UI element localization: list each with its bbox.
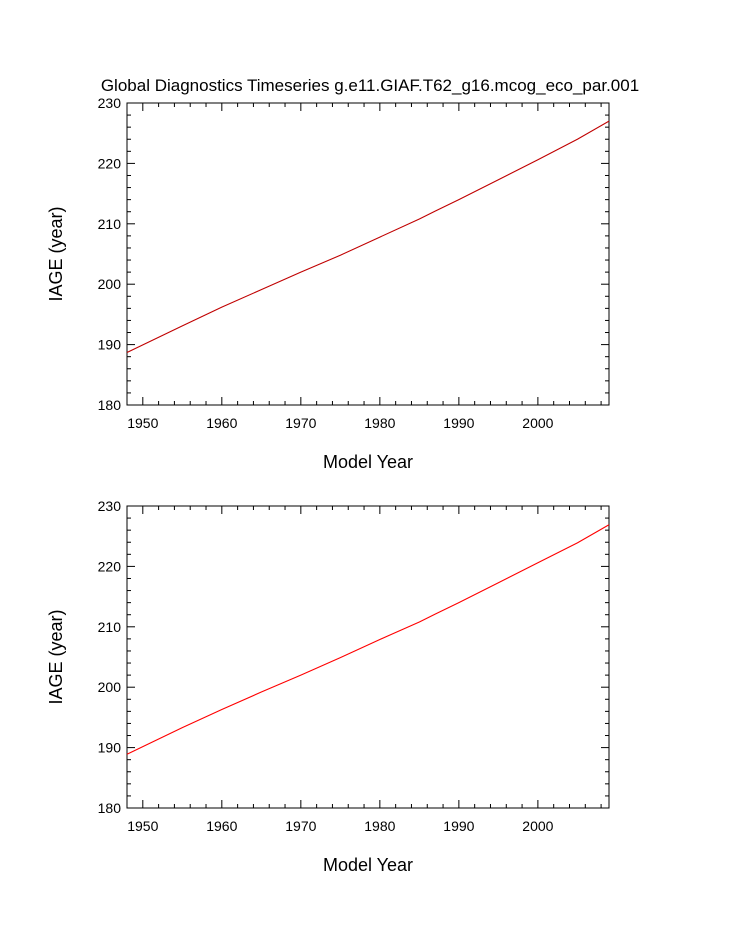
x-tick-label: 1960 xyxy=(206,415,237,431)
x-axis-label: Model Year xyxy=(323,452,413,472)
y-tick-label: 200 xyxy=(98,679,122,695)
x-tick-label: 2000 xyxy=(522,415,553,431)
y-tick-label: 210 xyxy=(98,619,122,635)
series-line xyxy=(126,120,610,353)
x-tick-label: 1950 xyxy=(127,818,158,834)
chart-title: Global Diagnostics Timeseries g.e11.GIAF… xyxy=(101,76,639,95)
bottom-chart-panel: 1950 1960 1970 1980 1990 2000 180 190 200 210 220 2… xyxy=(46,498,610,875)
x-tick-label: 1980 xyxy=(364,415,395,431)
y-tick-label: 190 xyxy=(98,337,122,353)
y-tick-label: 230 xyxy=(98,498,122,514)
top-chart-panel: 1950 1960 1970 1980 1990 2000 180 190 200 210 220 2… xyxy=(46,95,610,472)
y-axis-label: IAGE (year) xyxy=(46,609,66,704)
x-axis-label: Model Year xyxy=(323,855,413,875)
x-tick-label: 1970 xyxy=(285,818,316,834)
x-tick-label: 1970 xyxy=(285,415,316,431)
x-tick-label: 1960 xyxy=(206,818,237,834)
y-tick-label: 230 xyxy=(98,95,122,111)
x-tick-label: 1950 xyxy=(127,415,158,431)
y-tick-label: 190 xyxy=(98,740,122,756)
y-tick-label: 180 xyxy=(98,800,122,816)
plot-frame xyxy=(126,505,610,809)
series-line xyxy=(126,524,610,755)
x-tick-label: 1980 xyxy=(364,818,395,834)
y-tick-label: 180 xyxy=(98,397,122,413)
y-tick-label: 200 xyxy=(98,276,122,292)
y-tick-label: 220 xyxy=(98,155,122,171)
plot-frame xyxy=(126,102,610,406)
y-tick-label: 220 xyxy=(98,558,122,574)
x-tick-label: 2000 xyxy=(522,818,553,834)
x-tick-label: 1990 xyxy=(443,818,474,834)
y-tick-label: 210 xyxy=(98,216,122,232)
y-axis-label: IAGE (year) xyxy=(46,206,66,301)
x-tick-label: 1990 xyxy=(443,415,474,431)
